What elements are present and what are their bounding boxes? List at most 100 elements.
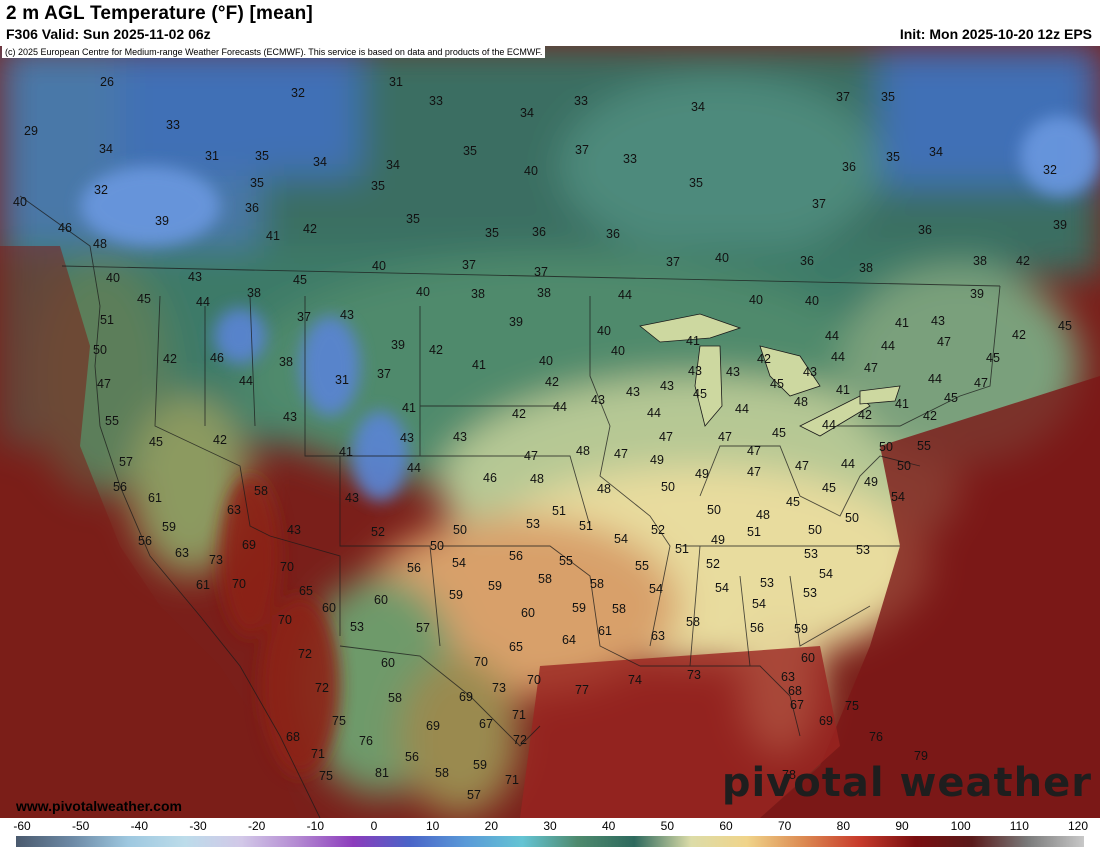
temperature-label: 55: [917, 439, 931, 453]
temperature-label: 50: [879, 440, 893, 454]
temperature-label: 53: [526, 517, 540, 531]
temperature-label: 45: [770, 377, 784, 391]
great-lakes: [639, 313, 901, 437]
temperature-label: 50: [661, 480, 675, 494]
temperature-label: 56: [113, 480, 127, 494]
temperature-map[interactable]: 26 31 32 33 33 34 34 37 35 29 33 34 31 35 34 34 35 37 33 36…: [0, 46, 1100, 818]
temperature-label: 63: [175, 546, 189, 560]
colorbar-tick: 40: [601, 819, 616, 833]
temperature-label: 49: [695, 467, 709, 481]
temperature-label: 41: [895, 397, 909, 411]
temperature-label: 47: [795, 459, 809, 473]
temperature-label: 61: [598, 624, 612, 638]
temperature-label: 53: [856, 543, 870, 557]
temperature-label: 54: [819, 567, 833, 581]
temperature-label: 70: [280, 560, 294, 574]
temperature-label: 51: [100, 313, 114, 327]
temperature-label: 56: [407, 561, 421, 575]
temperature-label: 45: [772, 426, 786, 440]
temperature-label: 37: [297, 310, 311, 324]
temperature-label: 47: [97, 377, 111, 391]
temperature-label: 51: [675, 542, 689, 556]
temperature-label: 72: [298, 647, 312, 661]
temperature-label: 60: [801, 651, 815, 665]
temperature-label: 45: [944, 391, 958, 405]
temperature-label: 31: [335, 373, 349, 387]
temperature-label: 45: [822, 481, 836, 495]
temperature-label: 68: [286, 730, 300, 744]
temperature-label: 44: [841, 457, 855, 471]
temperature-label: 43: [726, 365, 740, 379]
temperature-label: 56: [509, 549, 523, 563]
temperature-label: 56: [138, 534, 152, 548]
temperature-label: 57: [416, 621, 430, 635]
temperature-label: 43: [400, 431, 414, 445]
temperature-label: 73: [209, 553, 223, 567]
temperature-label: 58: [254, 484, 268, 498]
temperature-label: 72: [513, 733, 527, 747]
temperature-label: 52: [651, 523, 665, 537]
temperature-label: 40: [715, 251, 729, 265]
temperature-label: 51: [552, 504, 566, 518]
colorbar-tick: 20: [484, 819, 499, 833]
temperature-label: 43: [340, 308, 354, 322]
temperature-label: 47: [659, 430, 673, 444]
colorbar-tick: 120: [1067, 819, 1089, 833]
temperature-label: 63: [651, 629, 665, 643]
map-title: 2 m AGL Temperature (°F) [mean]: [6, 3, 313, 24]
temperature-label: 42: [163, 352, 177, 366]
temperature-label: 70: [527, 673, 541, 687]
temperature-label: 71: [311, 747, 325, 761]
temperature-label: 53: [804, 547, 818, 561]
temperature-label: 47: [747, 465, 761, 479]
temperature-label: 32: [94, 183, 108, 197]
temperature-label: 43: [591, 393, 605, 407]
colorbar: -60 -50 -40 -30 -20 -10 0 10 20 30 40 50 60 70 80 90 100…: [0, 818, 1100, 850]
temperature-label: 38: [537, 286, 551, 300]
temperature-label: 56: [750, 621, 764, 635]
temperature-label: 40: [416, 285, 430, 299]
temperature-label: 59: [488, 579, 502, 593]
temperature-label: 71: [512, 708, 526, 722]
temperature-label: 53: [760, 576, 774, 590]
colorbar-tick: -60: [13, 819, 31, 833]
temperature-label: 41: [472, 358, 486, 372]
temperature-label: 60: [322, 601, 336, 615]
temperature-label: 58: [388, 691, 402, 705]
temperature-label: 41: [402, 401, 416, 415]
temperature-label: 38: [279, 355, 293, 369]
temperature-label: 44: [825, 329, 839, 343]
temperature-label: 45: [149, 435, 163, 449]
temperature-label: 60: [381, 656, 395, 670]
temperature-label: 33: [429, 94, 443, 108]
temperature-label: 48: [756, 508, 770, 522]
temperature-label: 43: [345, 491, 359, 505]
temperature-label: 70: [474, 655, 488, 669]
temperature-label: 42: [1016, 254, 1030, 268]
temperature-label: 77: [575, 683, 589, 697]
temperature-label: 36: [800, 254, 814, 268]
temperature-label: 26: [100, 75, 114, 89]
temperature-label: 34: [313, 155, 327, 169]
site-url[interactable]: www.pivotalweather.com: [16, 798, 182, 814]
temperature-label: 41: [339, 445, 353, 459]
temperature-label: 46: [210, 351, 224, 365]
temperature-label: 33: [623, 152, 637, 166]
temperature-label: 32: [291, 86, 305, 100]
temperature-label: 44: [735, 402, 749, 416]
temperature-label: 42: [545, 375, 559, 389]
temperature-label: 44: [196, 295, 210, 309]
temperature-label: 69: [819, 714, 833, 728]
temperature-label: 55: [635, 559, 649, 573]
colorbar-tick: 30: [543, 819, 557, 833]
temperature-label: 49: [864, 475, 878, 489]
temperature-label: 42: [512, 407, 526, 421]
temperature-label: 50: [808, 523, 822, 537]
temperature-label: 54: [715, 581, 729, 595]
temperature-label: 52: [706, 557, 720, 571]
temperature-label: 73: [492, 681, 506, 695]
temperature-label: 42: [757, 352, 771, 366]
temperature-label: 67: [479, 717, 493, 731]
